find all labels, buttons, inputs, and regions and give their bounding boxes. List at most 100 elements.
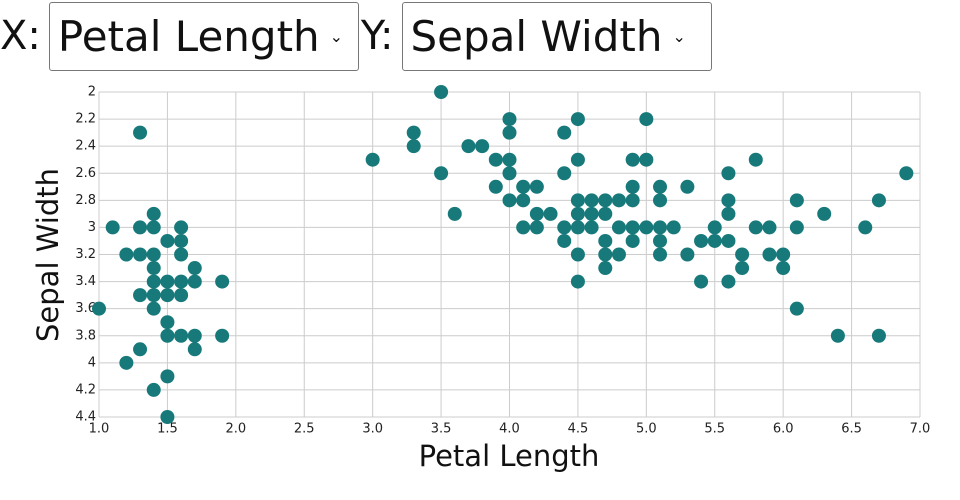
point [858,220,873,235]
point [830,328,845,343]
point [653,179,668,194]
point [570,152,585,167]
x-tick-label: 1.5 [157,422,178,437]
point [707,220,722,235]
point [789,193,804,208]
point [598,233,613,248]
point [570,247,585,262]
point [680,247,695,262]
point [160,410,175,424]
point [174,233,189,248]
point [789,220,804,235]
point [502,193,517,208]
point [721,193,736,208]
point [133,288,148,303]
point [160,274,175,289]
point [146,206,161,221]
y-tick-label: 2.8 [75,193,96,208]
point [146,301,161,316]
chevron: ⌄ [672,26,686,46]
y-tick-label: 2.4 [75,139,96,154]
point [611,247,626,262]
point [215,328,230,343]
point [488,152,503,167]
point [502,166,517,181]
point [570,220,585,235]
point [817,206,832,221]
point [475,139,490,154]
point [721,166,736,181]
point [146,288,161,303]
point [529,220,544,235]
point [447,206,462,221]
point [570,274,585,289]
y-tick-label: 4.2 [75,382,96,397]
x-select-value: Petal Length [57,11,320,61]
point [789,301,804,316]
point [174,328,189,343]
point [570,112,585,127]
point [133,220,148,235]
point [611,193,626,208]
point [133,125,148,140]
point [174,247,189,262]
y-tick-label: 2.2 [75,112,96,127]
point [119,247,134,262]
x-tick-label: 2.5 [294,422,315,437]
point [653,247,668,262]
y-tick-label: 4.4 [75,410,96,425]
point [529,206,544,221]
point [105,220,120,235]
point [639,152,654,167]
x-select[interactable]: Petal Length ⌄ [48,1,359,71]
point [557,220,572,235]
point [570,206,585,221]
point [871,328,886,343]
point [871,193,886,208]
point [598,261,613,276]
point [735,261,750,276]
point [434,166,449,181]
point [570,193,585,208]
x-tick-label: 7.0 [910,422,931,437]
point [461,139,476,154]
point [721,206,736,221]
point [899,166,914,181]
y-tick-label: 2.6 [75,166,96,181]
point [488,179,503,194]
point [146,274,161,289]
point [365,152,380,167]
point [543,206,558,221]
point [406,139,421,154]
point [735,247,750,262]
point [187,274,202,289]
point [146,220,161,235]
point [187,328,202,343]
y-select[interactable]: Sepal Width ⌄ [401,1,712,71]
point [625,179,640,194]
y-axis-title: Sepal Width [31,168,65,342]
x-tick-label: 6.0 [773,422,794,437]
point [584,220,599,235]
y-tick-label: 3.4 [75,274,96,289]
point [694,274,709,289]
point [557,125,572,140]
x-tick-label: 1.0 [89,422,110,437]
x-tick-label: 2.0 [225,422,246,437]
point [160,315,175,330]
point [707,233,722,248]
point [119,355,134,370]
point [502,112,517,127]
point [721,233,736,248]
y-tick-label: 3.2 [75,247,96,262]
x-tick-label: 3.5 [431,422,452,437]
point [174,288,189,303]
x-tick-label: 5.5 [704,422,725,437]
point [762,220,777,235]
point [502,152,517,167]
point [625,220,640,235]
point [160,369,175,384]
point [625,152,640,167]
